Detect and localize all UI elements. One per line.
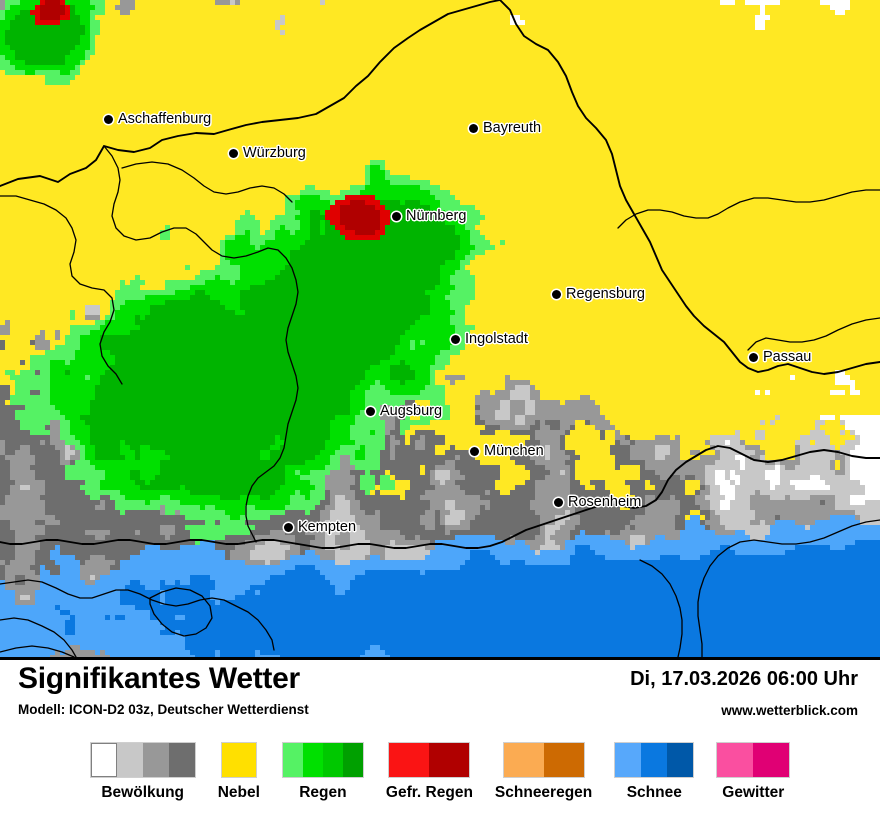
city-dot-icon — [104, 114, 113, 124]
city-label: Nürnberg — [406, 208, 467, 224]
legend-swatch — [667, 743, 694, 777]
legend-item-gewitter: Gewitter — [716, 742, 791, 802]
city-label: München — [484, 443, 544, 459]
legend-swatch — [282, 743, 303, 777]
city-marker-m-nchen[interactable]: München — [470, 443, 544, 459]
city-dot-icon — [749, 352, 758, 362]
city-label: Bayreuth — [483, 120, 542, 136]
city-dot-icon — [469, 123, 478, 133]
legend-label: Regen — [299, 784, 347, 801]
legend-swatch — [717, 743, 754, 777]
legend-swatch — [342, 743, 363, 777]
city-marker-rosenheim[interactable]: Rosenheim — [554, 494, 641, 510]
city-label: Aschaffenburg — [118, 111, 212, 127]
city-dot-icon — [554, 497, 563, 507]
legend-swatch — [302, 743, 323, 777]
legend-item-nebel: Nebel — [218, 742, 260, 802]
legend-swatch — [168, 743, 195, 777]
model-subtitle: Modell: ICON-D2 03z, Deutscher Wetterdie… — [18, 702, 309, 717]
footer-titlebar: Signifikantes Wetter Modell: ICON-D2 03z… — [0, 660, 880, 722]
legend-swatch-row — [89, 742, 196, 778]
legend-label: Schnee — [626, 784, 682, 801]
legend-item-regen: Regen — [281, 742, 364, 802]
city-label: Passau — [763, 349, 812, 365]
legend-swatch — [142, 743, 169, 777]
city-dot-icon — [392, 211, 401, 221]
legend-label: Nebel — [217, 784, 260, 801]
city-label: Rosenheim — [568, 494, 642, 510]
city-dot-icon — [451, 334, 460, 344]
city-dot-icon — [284, 522, 293, 532]
city-dot-icon — [552, 289, 561, 299]
legend-swatch — [322, 743, 343, 777]
legend-swatch-row — [716, 742, 791, 778]
city-marker-n-rnberg[interactable]: Nürnberg — [392, 208, 466, 224]
website-credit: www.wetterblick.com — [721, 703, 858, 718]
legend-swatch — [615, 743, 642, 777]
legend: Bewölkung Nebel Regen Gefr. Regen Schneerege… — [0, 742, 880, 802]
weather-map[interactable]: Aschaffenburg Würzburg Bayreuth Nürnberg Reg… — [0, 0, 880, 660]
legend-swatch-row — [614, 742, 695, 778]
city-label: Ingolstadt — [465, 331, 528, 347]
city-marker-passau[interactable]: Passau — [749, 349, 811, 365]
city-marker-regensburg[interactable]: Regensburg — [552, 286, 645, 302]
legend-swatch — [641, 743, 668, 777]
city-label: Augsburg — [380, 403, 443, 419]
legend-label: Schneeregen — [494, 784, 593, 801]
political-borders-overlay — [0, 0, 880, 657]
legend-swatch — [389, 743, 430, 777]
legend-swatch — [90, 743, 117, 777]
city-marker-bayreuth[interactable]: Bayreuth — [469, 120, 541, 136]
weather-raster-canvas[interactable] — [0, 0, 880, 657]
legend-swatch — [429, 743, 470, 777]
legend-swatch-row — [388, 742, 471, 778]
city-dot-icon — [366, 406, 375, 416]
legend-swatch-row — [281, 742, 364, 778]
legend-item-bew-lkung: Bewölkung — [89, 742, 196, 802]
legend-item-schnee: Schnee — [614, 742, 695, 802]
city-dot-icon — [470, 446, 479, 456]
city-marker-ingolstadt[interactable]: Ingolstadt — [451, 331, 528, 347]
legend-swatch — [503, 743, 544, 777]
city-marker-kempten[interactable]: Kempten — [284, 519, 356, 535]
city-label-layer: Aschaffenburg Würzburg Bayreuth Nürnberg Reg… — [104, 111, 811, 535]
city-marker-aschaffenburg[interactable]: Aschaffenburg — [104, 111, 211, 127]
legend-item-gefr-regen: Gefr. Regen — [386, 742, 473, 802]
city-label: Würzburg — [243, 145, 306, 161]
city-marker-augsburg[interactable]: Augsburg — [366, 403, 442, 419]
page-title: Signifikantes Wetter — [18, 662, 300, 695]
city-marker-w-rzburg[interactable]: Würzburg — [229, 145, 306, 161]
footer-panel: Signifikantes Wetter Modell: ICON-D2 03z… — [0, 660, 880, 830]
legend-swatch-row — [502, 742, 585, 778]
legend-label: Gewitter — [722, 784, 785, 801]
city-label: Regensburg — [566, 286, 645, 302]
city-label: Kempten — [298, 519, 357, 535]
city-dot-icon — [229, 148, 238, 158]
legend-swatch — [221, 743, 256, 777]
legend-swatch — [543, 743, 584, 777]
legend-label: Bewölkung — [101, 784, 185, 801]
legend-swatch — [753, 743, 790, 777]
legend-swatch — [116, 743, 143, 777]
forecast-timestamp: Di, 17.03.2026 06:00 Uhr — [630, 668, 858, 690]
legend-item-schneeregen: Schneeregen — [495, 742, 592, 802]
legend-label: Gefr. Regen — [385, 784, 473, 801]
legend-swatch-row — [220, 742, 257, 778]
